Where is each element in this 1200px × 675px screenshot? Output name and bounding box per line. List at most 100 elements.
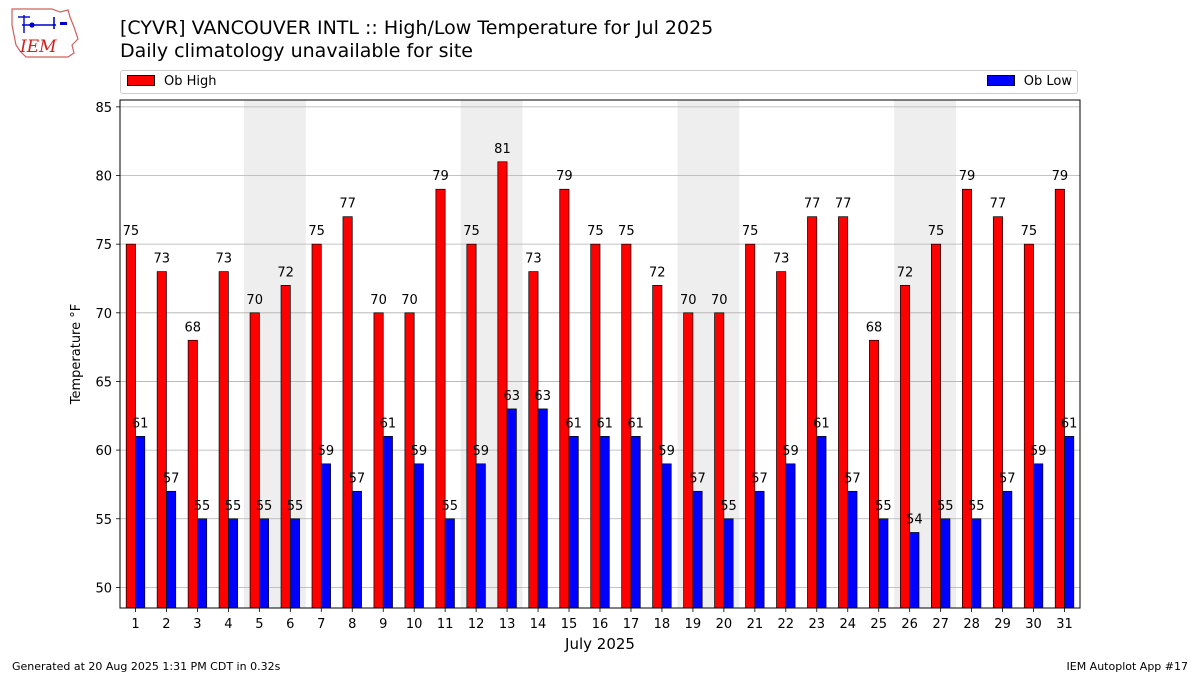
legend-item-high: Ob High — [127, 74, 217, 90]
x-tick-label: 16 — [592, 617, 609, 632]
bar-low — [382, 436, 393, 609]
bar-high — [1054, 188, 1065, 609]
y-axis-label: Temperature °F — [69, 304, 84, 405]
bar-low — [723, 518, 734, 609]
x-tick-label: 25 — [870, 617, 887, 632]
data-label-low: 61 — [132, 416, 149, 431]
data-label-low: 59 — [411, 444, 428, 459]
data-label-low: 59 — [318, 444, 335, 459]
bar-low — [166, 490, 177, 609]
data-label-high: 75 — [308, 224, 325, 239]
data-label-low: 57 — [751, 471, 768, 486]
x-tick-label: 29 — [994, 617, 1011, 632]
x-tick-label: 20 — [716, 617, 733, 632]
bar-low — [259, 518, 269, 609]
data-label-low: 61 — [596, 416, 613, 431]
data-label-low: 57 — [689, 471, 706, 486]
y-tick-label: 65 — [95, 375, 112, 390]
data-label-low: 59 — [782, 444, 799, 459]
x-tick-label: 11 — [437, 617, 454, 632]
x-tick-label: 7 — [317, 617, 325, 632]
data-label-low: 61 — [380, 416, 397, 431]
legend-label-low: Ob Low — [1023, 74, 1072, 89]
chart-title: [CYVR] VANCOUVER INTL :: High/Low Temper… — [120, 17, 714, 39]
bar-low — [413, 463, 424, 609]
y-tick-label: 50 — [95, 581, 112, 596]
data-label-high: 75 — [1021, 224, 1038, 239]
bar-high — [373, 312, 384, 609]
data-label-high: 79 — [556, 169, 573, 184]
x-tick-label: 1 — [131, 617, 139, 632]
y-tick-label: 85 — [95, 101, 112, 116]
x-tick-label: 17 — [623, 617, 640, 632]
data-label-low: 55 — [937, 499, 954, 514]
data-label-low: 63 — [534, 389, 551, 404]
data-label-low: 59 — [658, 444, 675, 459]
bar-high — [280, 285, 291, 609]
chart-subtitle: Daily climatology unavailable for site — [120, 40, 473, 62]
bar-low — [754, 490, 765, 609]
bar-high — [249, 312, 260, 609]
data-label-high: 81 — [494, 142, 511, 157]
x-tick-label: 22 — [778, 617, 795, 632]
bar-high — [528, 271, 539, 609]
x-tick-label: 18 — [654, 617, 671, 632]
bar-high — [961, 188, 972, 609]
y-tick-label: 80 — [95, 170, 112, 185]
bar-high — [187, 339, 198, 609]
legend: Ob High Ob Low — [120, 70, 1078, 94]
data-label-low: 61 — [813, 416, 830, 431]
data-label-high: 79 — [1052, 169, 1069, 184]
bar-low — [692, 490, 703, 609]
bar-high — [218, 271, 229, 609]
footer-generated-text: Generated at 20 Aug 2025 1:31 PM CDT in … — [12, 660, 281, 673]
data-label-high: 75 — [123, 224, 140, 239]
iem-logo: IEM — [11, 8, 79, 58]
data-label-high: 75 — [618, 224, 635, 239]
bar-high — [745, 243, 756, 609]
data-label-high: 72 — [277, 265, 294, 280]
x-tick-label: 12 — [468, 617, 485, 632]
data-label-high: 70 — [680, 293, 697, 308]
data-label-high: 70 — [711, 293, 728, 308]
data-label-low: 61 — [1061, 416, 1078, 431]
data-label-low: 57 — [349, 471, 366, 486]
x-tick-label: 2 — [162, 617, 170, 632]
bar-low — [506, 408, 517, 609]
x-tick-label: 23 — [809, 617, 826, 632]
data-label-low: 55 — [875, 499, 892, 514]
data-label-low: 63 — [503, 389, 520, 404]
bar-low — [909, 532, 920, 609]
bar-high — [311, 243, 322, 609]
bar-low — [444, 518, 455, 609]
x-tick-label: 4 — [224, 617, 232, 632]
y-tick-label: 55 — [95, 513, 112, 528]
bar-low — [847, 490, 858, 609]
data-label-high: 79 — [432, 169, 449, 184]
bar-high — [1023, 243, 1034, 609]
data-label-low: 57 — [844, 471, 861, 486]
y-tick-label: 70 — [95, 307, 112, 322]
bar-high — [404, 312, 415, 609]
x-tick-label: 14 — [530, 617, 547, 632]
data-label-low: 55 — [194, 499, 211, 514]
data-label-low: 55 — [225, 499, 242, 514]
data-label-low: 55 — [968, 499, 985, 514]
data-label-low: 55 — [720, 499, 737, 514]
data-label-high: 77 — [990, 197, 1007, 212]
data-label-high: 73 — [215, 252, 232, 267]
bar-low — [1033, 463, 1044, 609]
legend-swatch-high — [127, 75, 155, 86]
logo-text: IEM — [19, 37, 57, 57]
data-label-high: 75 — [928, 224, 945, 239]
footer-app-text: IEM Autoplot App #17 — [1066, 660, 1189, 673]
data-label-high: 68 — [185, 320, 202, 335]
bar-high — [559, 188, 570, 609]
legend-label-high: Ob High — [164, 74, 217, 89]
bar-high — [776, 271, 787, 609]
x-tick-label: 3 — [193, 617, 201, 632]
x-tick-label: 31 — [1056, 617, 1073, 632]
x-tick-label: 28 — [963, 617, 980, 632]
bar-low — [228, 518, 239, 609]
